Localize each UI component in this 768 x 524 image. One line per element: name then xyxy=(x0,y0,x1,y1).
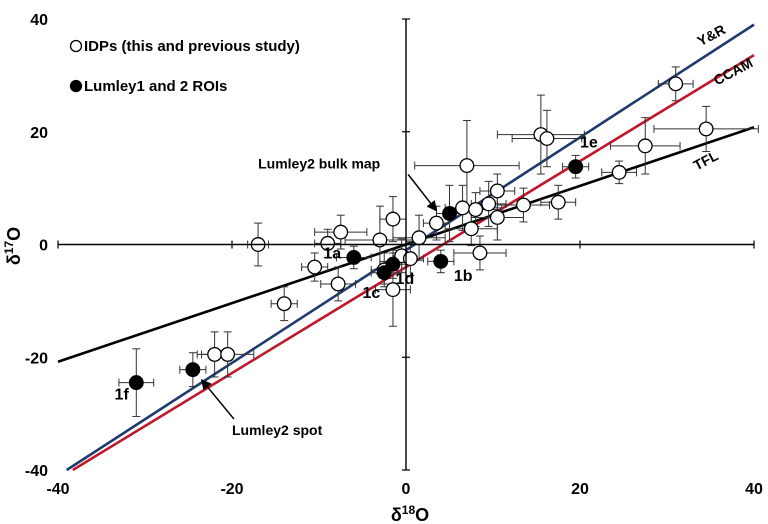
idp-point-14 xyxy=(455,200,471,216)
annotation-1: 1b xyxy=(454,268,473,285)
idp-point-5 xyxy=(276,296,292,312)
idp-point-9 xyxy=(385,282,401,298)
idp-point-1 xyxy=(307,259,323,275)
roi-point-1 xyxy=(185,362,201,378)
x-tick-label-2: 0 xyxy=(402,481,411,498)
idp-point-18 xyxy=(489,183,505,199)
x-tick-label-3: 20 xyxy=(571,481,589,498)
idp-point-12 xyxy=(411,230,427,246)
x-tick-label-1: -20 xyxy=(220,481,243,498)
error-bars xyxy=(118,66,759,417)
idp-point-17 xyxy=(481,196,497,212)
annotation-5: 1f xyxy=(115,387,130,404)
roi-point-6 xyxy=(442,206,457,221)
annotation-7: Lumley2 spot xyxy=(232,422,323,438)
idp-point-16 xyxy=(468,202,484,217)
idp-point-21 xyxy=(472,245,488,261)
idp-point-8 xyxy=(385,211,401,227)
axes: -40 -20 0 20 40 -40 -20 0 20 40 δ18O δ17O xyxy=(2,12,763,524)
idp-point-19 xyxy=(489,209,505,225)
roi-point-2 xyxy=(346,250,362,265)
annotation-2: 1c xyxy=(363,285,381,302)
data-points xyxy=(128,76,714,391)
annotation-4: 1e xyxy=(580,135,598,152)
idp-point-25 xyxy=(550,194,566,210)
idp-point-11 xyxy=(402,251,418,267)
idp-point-20 xyxy=(459,158,475,174)
y-tick-label-3: 20 xyxy=(30,125,48,142)
y-axis-title: δ17O xyxy=(2,227,24,265)
y-tick-label-1: -20 xyxy=(25,350,48,367)
idp-point-13 xyxy=(429,215,444,231)
line-label-2: TFL xyxy=(691,147,722,173)
y-tick-label-4: 40 xyxy=(30,12,48,29)
legend-marker-1 xyxy=(69,79,83,93)
y-tick-label-2: 0 xyxy=(39,238,48,255)
annotation-6: Lumley2 bulk map xyxy=(258,155,380,171)
annotation-0: 1a xyxy=(323,246,341,263)
idp-point-6 xyxy=(372,232,388,248)
legend: IDPs (this and previous study) Lumley1 an… xyxy=(69,38,300,95)
y-tick-label-0: -40 xyxy=(25,463,48,480)
idp-point-22 xyxy=(516,197,531,213)
legend-marker-0 xyxy=(69,39,83,53)
idp-point-4 xyxy=(330,276,346,292)
roi-point-5 xyxy=(433,253,449,269)
roi-point-4 xyxy=(385,256,401,272)
roi-point-7 xyxy=(568,159,584,175)
idp-point-28 xyxy=(668,76,684,92)
annotation-3: 1d xyxy=(396,271,415,288)
idp-point-26 xyxy=(611,164,627,180)
idp-point-15 xyxy=(463,221,479,237)
idp-point-27 xyxy=(637,138,653,154)
idp-point-30 xyxy=(207,346,223,362)
idp-point-2 xyxy=(320,235,336,251)
annotation-arrow-7 xyxy=(200,378,235,420)
idp-point-29 xyxy=(698,121,714,137)
idp-point-3 xyxy=(333,224,349,240)
line-label-1: CCAM xyxy=(711,54,756,88)
x-tick-label-0: -40 xyxy=(46,481,69,498)
annotation-arrow-6 xyxy=(407,173,438,212)
x-tick-label-4: 40 xyxy=(745,481,763,498)
roi-point-0 xyxy=(128,375,144,391)
legend-label-0: IDPs (this and previous study) xyxy=(84,38,300,55)
idp-point-24 xyxy=(539,131,555,146)
x-axis-title: δ18O xyxy=(391,503,429,524)
idp-point-31 xyxy=(220,346,236,362)
legend-label-1: Lumley1 and 2 ROIs xyxy=(84,78,227,95)
